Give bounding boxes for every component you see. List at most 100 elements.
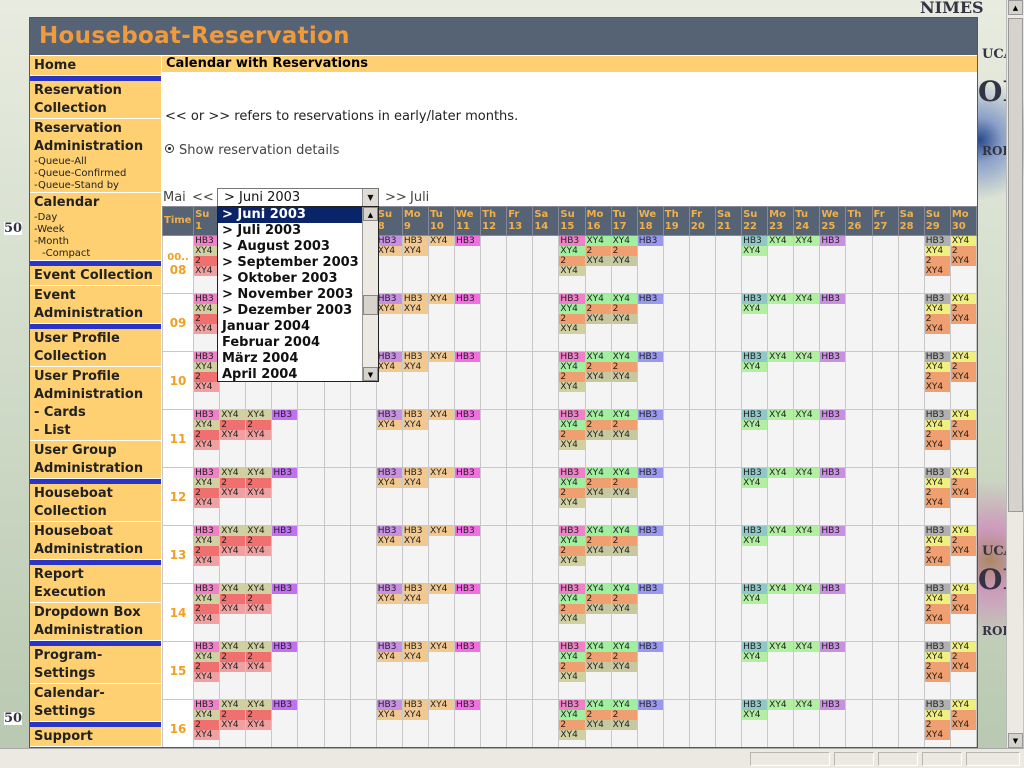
calendar-cell[interactable]: HB3 bbox=[819, 409, 847, 468]
reservation-tag[interactable]: HB3 bbox=[820, 352, 845, 362]
calendar-cell[interactable] bbox=[480, 583, 508, 642]
reservation-tag[interactable]: XY4 bbox=[951, 662, 976, 672]
reservation-tag[interactable]: XY4 bbox=[403, 246, 428, 256]
reservation-tag[interactable]: XY4 bbox=[559, 536, 585, 546]
calendar-cell[interactable] bbox=[871, 467, 899, 526]
day-header[interactable]: Th 12 bbox=[480, 206, 508, 236]
reservation-tag[interactable]: HB3 bbox=[820, 410, 845, 420]
reservation-tag[interactable]: XY4 bbox=[377, 710, 402, 720]
calendar-cell[interactable]: HB3 XY4 bbox=[741, 293, 769, 352]
reservation-tag[interactable]: 2 bbox=[194, 430, 219, 440]
reservation-tag[interactable]: 2 bbox=[559, 662, 585, 672]
reservation-tag[interactable]: HB3 bbox=[403, 236, 428, 246]
reservation-tag[interactable]: XY4 bbox=[220, 410, 245, 420]
sidebar-subitem[interactable]: -Queue-Confirmed bbox=[34, 168, 127, 179]
calendar-cell[interactable] bbox=[532, 641, 560, 700]
reservation-tag[interactable]: XY4 bbox=[403, 710, 428, 720]
calendar-cell[interactable] bbox=[871, 409, 899, 468]
reservation-tag[interactable]: 2 bbox=[612, 362, 637, 372]
scroll-down-icon[interactable]: ▼ bbox=[1008, 733, 1023, 748]
reservation-tag[interactable]: 2 bbox=[559, 604, 585, 614]
calendar-cell[interactable]: HB3 XY4 bbox=[375, 409, 403, 468]
reservation-tag[interactable]: XY4 bbox=[246, 604, 271, 614]
calendar-cell[interactable] bbox=[845, 235, 873, 294]
reservation-tag[interactable]: XY4 bbox=[768, 236, 793, 246]
reservation-tag[interactable]: HB3 bbox=[638, 584, 663, 594]
reservation-tag[interactable]: 2 bbox=[951, 710, 976, 720]
reservation-tag[interactable]: XY4 bbox=[586, 314, 611, 324]
calendar-cell[interactable] bbox=[897, 525, 925, 584]
reservation-tag[interactable]: 2 bbox=[612, 536, 637, 546]
calendar-cell[interactable] bbox=[662, 351, 690, 410]
calendar-cell[interactable]: HB3 XY4 2 XY4 bbox=[193, 699, 221, 747]
calendar-cell[interactable] bbox=[532, 467, 560, 526]
reservation-tag[interactable]: HB3 bbox=[403, 700, 428, 710]
calendar-cell[interactable] bbox=[532, 293, 560, 352]
calendar-cell[interactable] bbox=[323, 409, 351, 468]
reservation-tag[interactable]: XY4 bbox=[742, 246, 767, 256]
reservation-tag[interactable]: XY4 bbox=[194, 652, 219, 662]
calendar-cell[interactable] bbox=[323, 583, 351, 642]
reservation-tag[interactable]: XY4 bbox=[559, 710, 585, 720]
reservation-tag[interactable]: HB3 bbox=[194, 410, 219, 420]
calendar-cell[interactable] bbox=[845, 525, 873, 584]
calendar-cell[interactable]: HB3 bbox=[636, 699, 664, 747]
reservation-tag[interactable]: XY4 bbox=[951, 410, 976, 420]
reservation-tag[interactable]: 2 bbox=[220, 478, 245, 488]
month-option[interactable]: April 2004 bbox=[222, 367, 298, 382]
calendar-cell[interactable] bbox=[845, 699, 873, 747]
dropdown-arrow-icon[interactable]: ▼ bbox=[362, 189, 378, 206]
calendar-cell[interactable]: HB3 XY4 bbox=[401, 641, 429, 700]
calendar-cell[interactable]: HB3 XY4 2 XY4 bbox=[193, 351, 221, 410]
reservation-tag[interactable]: 2 bbox=[612, 652, 637, 662]
reservation-tag[interactable]: XY4 bbox=[794, 584, 819, 594]
calendar-cell[interactable]: XY4 bbox=[427, 409, 456, 468]
reservation-tag[interactable]: XY4 bbox=[403, 594, 428, 604]
reservation-tag[interactable]: 2 bbox=[246, 652, 271, 662]
radio-icon[interactable] bbox=[165, 144, 174, 153]
calendar-cell[interactable]: HB3 XY4 2 XY4 bbox=[193, 467, 221, 526]
dropdown-scroll-thumb[interactable] bbox=[363, 295, 378, 315]
scroll-down-icon[interactable]: ▼ bbox=[363, 367, 378, 381]
reservation-tag[interactable]: XY4 bbox=[559, 672, 585, 682]
reservation-tag[interactable]: HB3 bbox=[403, 468, 428, 478]
calendar-cell[interactable] bbox=[688, 583, 716, 642]
reservation-tag[interactable]: HB3 bbox=[559, 700, 585, 710]
reservation-tag[interactable]: 2 bbox=[194, 314, 219, 324]
reservation-tag[interactable]: HB3 bbox=[638, 294, 663, 304]
reservation-tag[interactable]: XY4 bbox=[951, 604, 976, 614]
calendar-cell[interactable]: XY4 bbox=[767, 583, 795, 642]
sidebar-item-calendar-settings[interactable]: Calendar-Settings bbox=[30, 684, 161, 722]
reservation-tag[interactable]: XY4 bbox=[794, 468, 819, 478]
calendar-cell[interactable] bbox=[897, 467, 925, 526]
reservation-tag[interactable]: XY4 bbox=[951, 642, 976, 652]
reservation-tag[interactable]: XY4 bbox=[925, 382, 950, 392]
reservation-tag[interactable]: XY4 bbox=[559, 614, 585, 624]
calendar-cell[interactable] bbox=[506, 293, 534, 352]
reservation-tag[interactable]: XY4 bbox=[925, 556, 950, 566]
reservation-tag[interactable]: 2 bbox=[559, 488, 585, 498]
reservation-tag[interactable]: 2 bbox=[951, 478, 976, 488]
reservation-tag[interactable]: 2 bbox=[586, 710, 611, 720]
reservation-tag[interactable]: XY4 bbox=[925, 478, 950, 488]
sidebar-item-report-execution[interactable]: Report Execution bbox=[30, 560, 161, 603]
reservation-tag[interactable]: HB3 bbox=[272, 584, 297, 594]
reservation-tag[interactable]: XY4 bbox=[612, 410, 637, 420]
month-option[interactable]: > Juni 2003 bbox=[218, 207, 378, 223]
calendar-cell[interactable]: HB3 bbox=[636, 525, 664, 584]
reservation-tag[interactable]: 2 bbox=[559, 372, 585, 382]
calendar-cell[interactable] bbox=[714, 699, 743, 747]
sidebar-subitem[interactable]: -Week bbox=[34, 224, 65, 235]
reservation-tag[interactable]: 2 bbox=[194, 488, 219, 498]
sidebar-subitem[interactable]: -Queue-All bbox=[34, 156, 87, 167]
reservation-tag[interactable]: XY4 bbox=[429, 526, 454, 536]
reservation-tag[interactable]: XY4 bbox=[794, 526, 819, 536]
calendar-cell[interactable] bbox=[871, 583, 899, 642]
sidebar-item-home[interactable]: Home bbox=[30, 56, 161, 76]
